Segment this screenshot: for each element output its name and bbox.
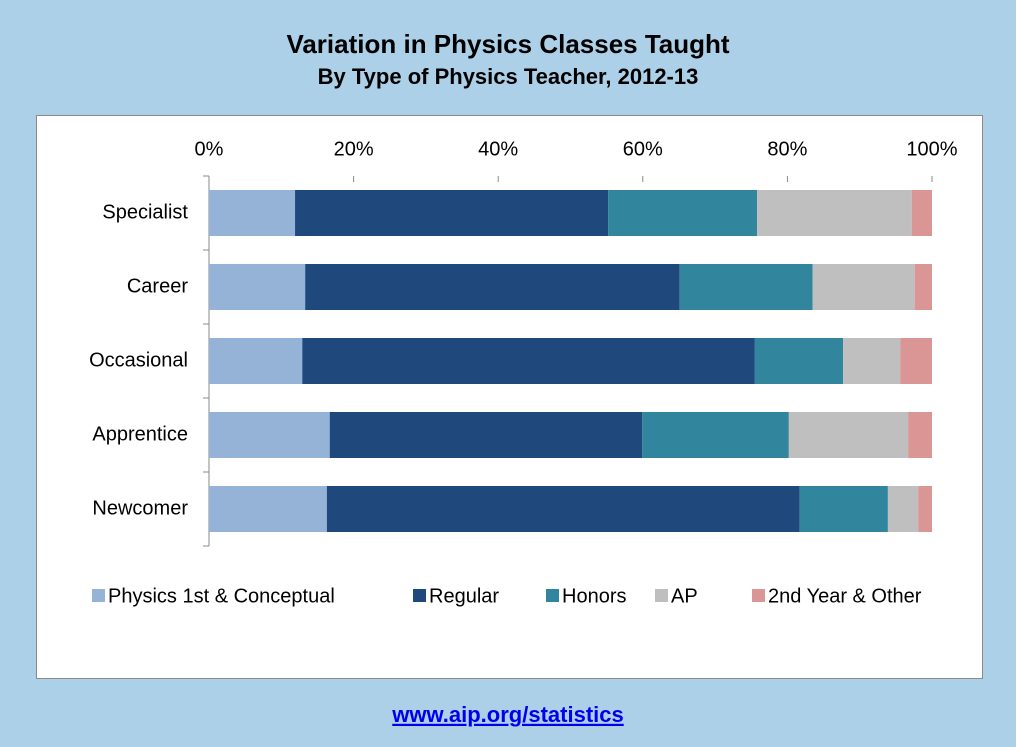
legend-label: Physics 1st & Conceptual	[108, 585, 335, 607]
bar-segment	[900, 338, 932, 384]
bar-segment	[914, 264, 932, 310]
chart-title: Variation in Physics Classes Taught	[286, 29, 729, 59]
legend-swatch	[752, 589, 765, 602]
bar-segment	[302, 338, 755, 384]
y-tick-label: Apprentice	[92, 423, 188, 445]
bar-segment	[209, 338, 303, 384]
legend-swatch	[92, 589, 105, 602]
legend-label: Regular	[429, 585, 499, 607]
x-tick-label: 20%	[334, 138, 374, 160]
chart-subtitle: By Type of Physics Teacher, 2012-13	[318, 64, 699, 89]
bar-segment	[908, 412, 932, 458]
y-tick-label: Career	[127, 275, 188, 297]
bar-segment	[918, 486, 932, 532]
x-tick-label: 80%	[767, 138, 807, 160]
bar-segment	[326, 486, 800, 532]
y-tick-label: Specialist	[102, 201, 188, 223]
bar-segment	[209, 264, 306, 310]
source-link[interactable]: www.aip.org/statistics	[391, 702, 623, 727]
legend-swatch	[546, 589, 559, 602]
legend-swatch	[655, 589, 668, 602]
bar-segment	[754, 338, 844, 384]
bar-segment	[209, 412, 330, 458]
x-tick-label: 60%	[623, 138, 663, 160]
y-tick-label: Occasional	[89, 349, 188, 371]
x-tick-label: 40%	[478, 138, 518, 160]
bar-segment	[642, 412, 789, 458]
bar-segment	[209, 190, 296, 236]
legend-label: AP	[671, 585, 698, 607]
y-tick-label: Newcomer	[92, 497, 188, 519]
bar-segment	[812, 264, 915, 310]
x-tick-label: 100%	[906, 138, 957, 160]
legend-label: 2nd Year & Other	[768, 585, 922, 607]
bar-segment	[209, 486, 327, 532]
legend-label: Honors	[562, 585, 626, 607]
bar-segment	[799, 486, 888, 532]
bar-segment	[911, 190, 932, 236]
bar-segment	[788, 412, 909, 458]
bar-segment	[295, 190, 609, 236]
bar-segment	[608, 190, 758, 236]
bar-segment	[679, 264, 813, 310]
x-tick-label: 0%	[195, 138, 224, 160]
legend-swatch	[413, 589, 426, 602]
bar-segment	[757, 190, 912, 236]
bar-segment	[843, 338, 901, 384]
bar-segment	[305, 264, 680, 310]
bar-segment	[329, 412, 643, 458]
bar-segment	[887, 486, 919, 532]
